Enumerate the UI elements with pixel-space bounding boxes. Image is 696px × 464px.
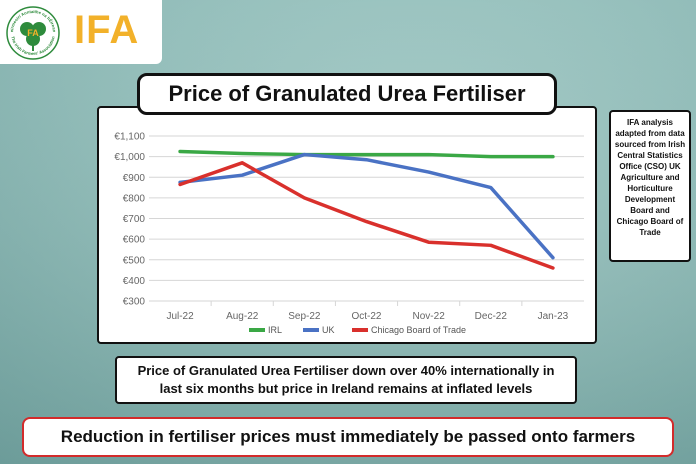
- x-tick-label: Jul-22: [166, 311, 194, 322]
- chart-title: Price of Granulated Urea Fertiliser: [137, 73, 557, 115]
- legend-label: IRL: [268, 325, 282, 335]
- y-tick-label: €1,100: [114, 132, 145, 143]
- shamrock-icon: Feirmeoirí Aontaithe na hÉireann The Iri…: [6, 6, 60, 60]
- series-line: [178, 152, 555, 260]
- x-tick-label: Oct-22: [351, 311, 381, 322]
- y-tick-label: €500: [123, 255, 146, 266]
- x-tick-label: Sep-22: [288, 311, 321, 322]
- x-tick-label: Nov-22: [413, 311, 446, 322]
- line-chart: €300 €400 €500 €600 €700 €800 €900 €1,000 €1,100…: [114, 132, 584, 335]
- series-line: [178, 149, 555, 159]
- y-tick-label: €600: [123, 235, 146, 246]
- source-note: IFA analysis adapted from data sourced f…: [609, 110, 691, 262]
- y-tick-label: €700: [123, 214, 146, 225]
- y-tick-label: €300: [123, 297, 146, 308]
- x-tick-label: Dec-22: [475, 311, 508, 322]
- caption: Price of Granulated Urea Fertiliser down…: [115, 356, 577, 404]
- logo-text: IFA: [74, 8, 140, 52]
- y-tick-label: €1,000: [114, 152, 145, 163]
- y-tick-label: €800: [123, 193, 146, 204]
- legend-label: Chicago Board of Trade: [371, 325, 466, 335]
- y-tick-label: €900: [123, 173, 146, 184]
- legend-label: UK: [322, 325, 335, 335]
- x-tick-label: Aug-22: [226, 311, 259, 322]
- ifa-logo: Feirmeoirí Aontaithe na hÉireann The Iri…: [0, 0, 162, 64]
- y-tick-label: €400: [123, 276, 146, 287]
- x-tick-label: Jan-23: [538, 311, 569, 322]
- call-to-action-banner: Reduction in fertiliser prices must imme…: [22, 417, 674, 457]
- logo-badge-letters: FA: [27, 28, 39, 38]
- series-line: [178, 161, 555, 270]
- chart-panel: €300 €400 €500 €600 €700 €800 €900 €1,000 €1,100…: [97, 106, 597, 344]
